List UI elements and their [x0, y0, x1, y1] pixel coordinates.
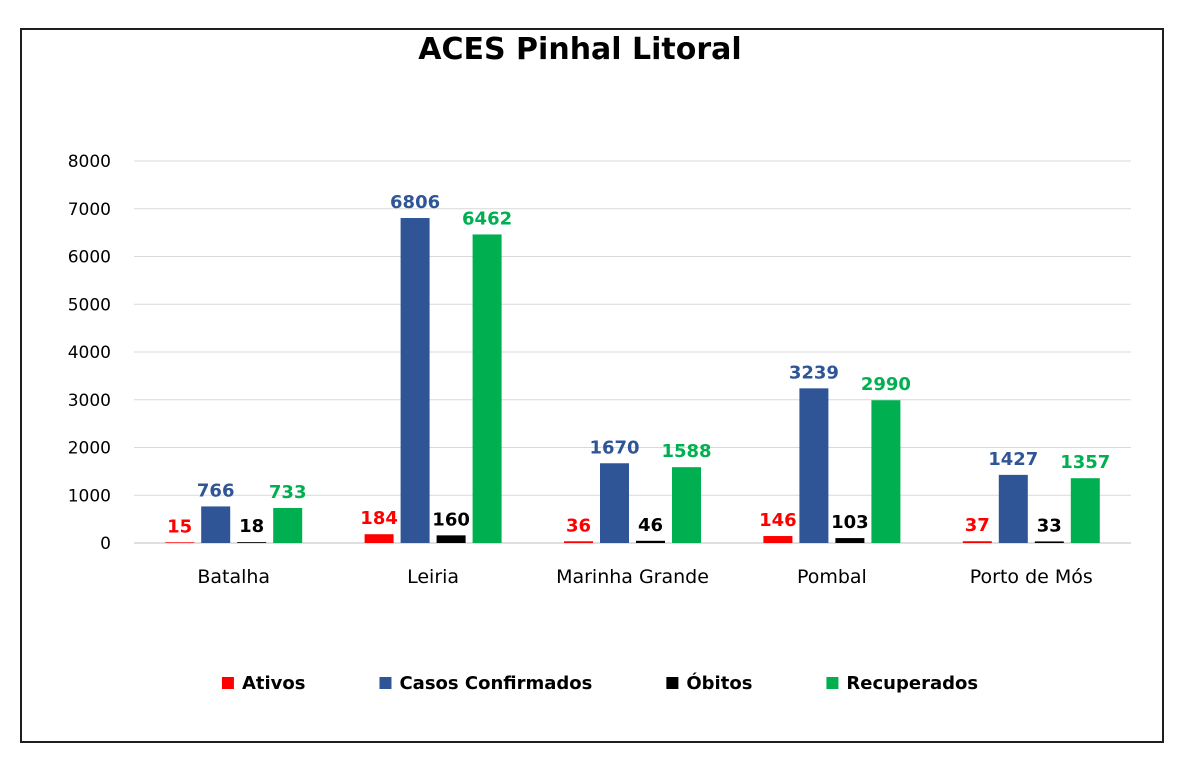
bars: [165, 218, 1100, 544]
data-label: 46: [638, 515, 663, 536]
data-label: 6462: [462, 208, 512, 229]
y-tick-label: 5000: [68, 295, 111, 315]
data-label: 33: [1037, 515, 1062, 536]
bar: [636, 540, 665, 543]
legend-swatch: [826, 677, 839, 689]
bar: [998, 474, 1028, 543]
legend-label: Casos Confirmados: [399, 673, 592, 694]
bar: [1070, 478, 1100, 543]
data-label: 1427: [988, 449, 1038, 470]
legend-label: Recuperados: [846, 673, 978, 694]
y-tick-label: 6000: [68, 248, 111, 268]
bar: [672, 467, 701, 543]
data-label: 3239: [789, 362, 839, 383]
data-label: 6806: [390, 192, 440, 213]
data-label: 18: [239, 516, 264, 537]
bar: [564, 541, 593, 543]
data-label: 766: [197, 480, 235, 501]
gridlines: [134, 160, 1131, 544]
y-tick-label: 2000: [68, 439, 111, 459]
data-label: 36: [566, 515, 591, 536]
category-label: Batalha: [197, 566, 270, 588]
y-tick-label: 3000: [68, 391, 111, 411]
data-label: 733: [269, 482, 307, 503]
bar: [201, 506, 231, 543]
category-label: Porto de Mós: [970, 566, 1093, 588]
bar: [835, 538, 865, 543]
chart-frame: [20, 28, 1164, 743]
y-tick-label: 7000: [68, 200, 111, 220]
category-label: Marinha Grande: [556, 566, 709, 588]
y-tick-label: 1000: [68, 486, 111, 506]
data-label: 2990: [861, 374, 911, 395]
legend: Ativos Casos Confirmados Óbitos Recuperados: [221, 672, 978, 694]
bar: [871, 400, 901, 543]
x-axis-categories: Batalha Leiria Marinha Grande Pombal Porto d…: [197, 566, 1092, 588]
y-axis-ticks: 0 1000 2000 3000 4000 5000 6000 7000 8000: [68, 152, 111, 554]
legend-label: Ativos: [242, 673, 306, 694]
y-tick-label: 4000: [68, 343, 111, 363]
legend-swatch: [666, 677, 679, 689]
bar: [273, 507, 303, 543]
category-label: Leiria: [407, 566, 459, 588]
bar: [1034, 541, 1064, 543]
legend-swatch: [221, 677, 234, 689]
legend-swatch: [379, 677, 392, 689]
chart-title: ACES Pinhal Litoral: [418, 32, 742, 67]
data-label: 160: [432, 509, 470, 530]
data-label: 15: [167, 516, 192, 537]
bar: [472, 234, 502, 543]
data-label: 184: [360, 508, 398, 529]
data-label: 146: [759, 510, 797, 531]
bar: [165, 542, 195, 543]
y-tick-label: 0: [100, 534, 111, 554]
data-label: 1588: [661, 441, 711, 462]
bar: [400, 218, 430, 544]
bar: [763, 536, 793, 543]
data-label: 103: [831, 512, 869, 533]
category-label: Pombal: [797, 566, 867, 588]
legend-label: Óbitos: [686, 672, 752, 694]
bar: [436, 535, 466, 543]
y-tick-label: 8000: [68, 152, 111, 172]
bar: [600, 463, 629, 543]
bar: [962, 541, 992, 543]
data-label: 37: [965, 515, 990, 536]
bar: [364, 534, 394, 543]
data-label: 1357: [1060, 452, 1110, 473]
bar: [237, 542, 267, 543]
data-label: 1670: [589, 437, 639, 458]
bar: [799, 388, 829, 543]
